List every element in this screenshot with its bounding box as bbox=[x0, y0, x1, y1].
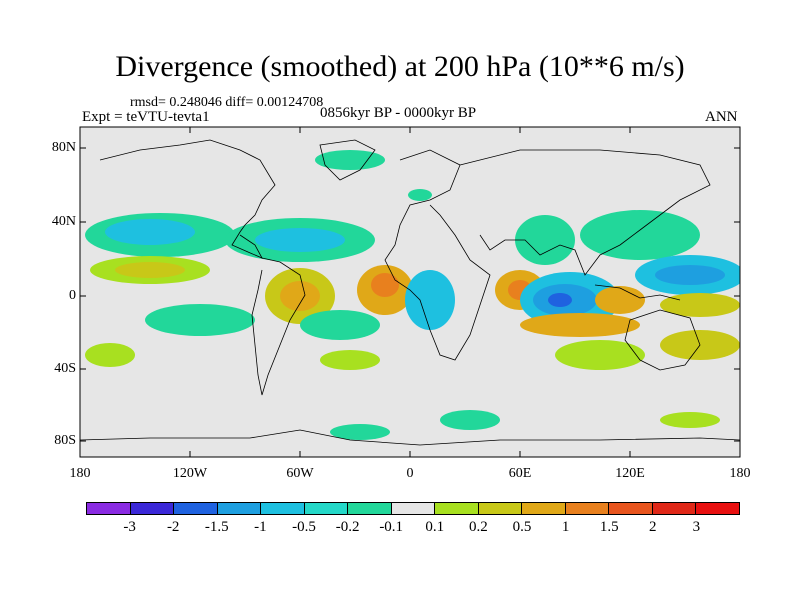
coast-australia bbox=[624, 309, 701, 371]
coast-asia bbox=[459, 149, 711, 276]
blob bbox=[405, 270, 455, 330]
lon-label: 120E bbox=[615, 466, 645, 481]
blob bbox=[520, 313, 640, 337]
blob bbox=[555, 340, 645, 370]
lat-label: 80S bbox=[54, 433, 76, 448]
colorbar-label: -0.2 bbox=[335, 519, 360, 535]
colorbar-label: 1.5 bbox=[599, 519, 619, 535]
lon-label: 180 bbox=[729, 466, 751, 481]
colorbar-swatch bbox=[696, 503, 739, 514]
colorbar-swatch bbox=[87, 503, 131, 514]
blob bbox=[330, 424, 390, 440]
colorbar-swatch bbox=[174, 503, 218, 514]
coast-indonesia bbox=[594, 284, 681, 301]
colorbar-label: -3 bbox=[123, 519, 136, 535]
colorbar-label: 0.1 bbox=[425, 519, 445, 535]
colorbar-label: -2 bbox=[166, 519, 180, 535]
blob bbox=[580, 210, 700, 260]
colorbar-swatch bbox=[217, 503, 262, 514]
coastlines bbox=[80, 139, 740, 446]
colorbar-label: 0.2 bbox=[469, 519, 488, 535]
colorbar-swatch bbox=[348, 503, 392, 514]
colorbar-label: 3 bbox=[692, 519, 701, 535]
colorbar-swatch bbox=[652, 503, 697, 514]
colorbar-swatch bbox=[391, 503, 436, 514]
colorbar-label: 0.5 bbox=[512, 519, 532, 535]
colorbar-swatch bbox=[261, 503, 305, 514]
colorbar-label: -1 bbox=[254, 519, 267, 535]
blob bbox=[255, 228, 345, 252]
blob bbox=[548, 293, 572, 307]
divergence-field bbox=[85, 150, 740, 440]
colorbar-swatch bbox=[609, 503, 653, 514]
colorbar-swatch bbox=[435, 503, 479, 514]
colorbar-swatch bbox=[304, 503, 349, 514]
coast-greenland bbox=[319, 139, 376, 181]
experiment-label: Expt = teVTU-tevta1 bbox=[82, 109, 210, 125]
blob bbox=[85, 343, 135, 367]
colorbar bbox=[86, 502, 740, 515]
blob bbox=[105, 219, 195, 245]
colorbar-swatch bbox=[130, 503, 175, 514]
blob bbox=[660, 412, 720, 428]
colorbar-swatch bbox=[478, 503, 523, 514]
coast-europe-africa bbox=[384, 149, 491, 361]
lat-label: 0 bbox=[69, 288, 76, 303]
blob bbox=[371, 273, 399, 297]
colorbar-label: -0.5 bbox=[292, 519, 316, 535]
lon-label: 0 bbox=[406, 466, 414, 481]
plot-title: Divergence (smoothed) at 200 hPa (10**6 … bbox=[115, 50, 685, 83]
colorbar-swatch bbox=[565, 503, 610, 514]
blob bbox=[440, 410, 500, 430]
colorbar-label: -1.5 bbox=[204, 519, 229, 535]
lon-label: 60E bbox=[508, 466, 532, 481]
coast-antarctica bbox=[80, 429, 740, 446]
stats-text: rmsd= 0.248046 diff= 0.00124708 bbox=[130, 95, 324, 110]
lon-label: 180 bbox=[69, 466, 91, 481]
blob bbox=[145, 304, 255, 336]
colorbar-label: 2 bbox=[649, 519, 657, 535]
blob bbox=[655, 265, 725, 285]
lat-label: 40N bbox=[51, 214, 76, 229]
blob bbox=[595, 286, 645, 314]
blob bbox=[315, 150, 385, 170]
blob bbox=[300, 310, 380, 340]
period-label: 0856kyr BP - 0000kyr BP bbox=[320, 105, 477, 121]
blob bbox=[660, 293, 740, 317]
coast-north-america bbox=[99, 139, 276, 259]
coast-south-america bbox=[251, 257, 306, 396]
blob bbox=[408, 189, 432, 201]
colorbar-swatch bbox=[522, 503, 566, 514]
lat-label: 40S bbox=[54, 361, 76, 376]
lat-label: 80N bbox=[51, 140, 76, 155]
season-label: ANN bbox=[705, 109, 738, 125]
colorbar-label: 1 bbox=[561, 519, 570, 535]
blob bbox=[115, 262, 185, 278]
blob bbox=[280, 281, 320, 311]
lon-label: 60W bbox=[286, 466, 314, 481]
blob bbox=[515, 215, 575, 265]
ticks bbox=[80, 127, 740, 457]
colorbar-label: -0.1 bbox=[379, 519, 404, 535]
lon-label: 120W bbox=[172, 466, 208, 481]
blob bbox=[320, 350, 380, 370]
